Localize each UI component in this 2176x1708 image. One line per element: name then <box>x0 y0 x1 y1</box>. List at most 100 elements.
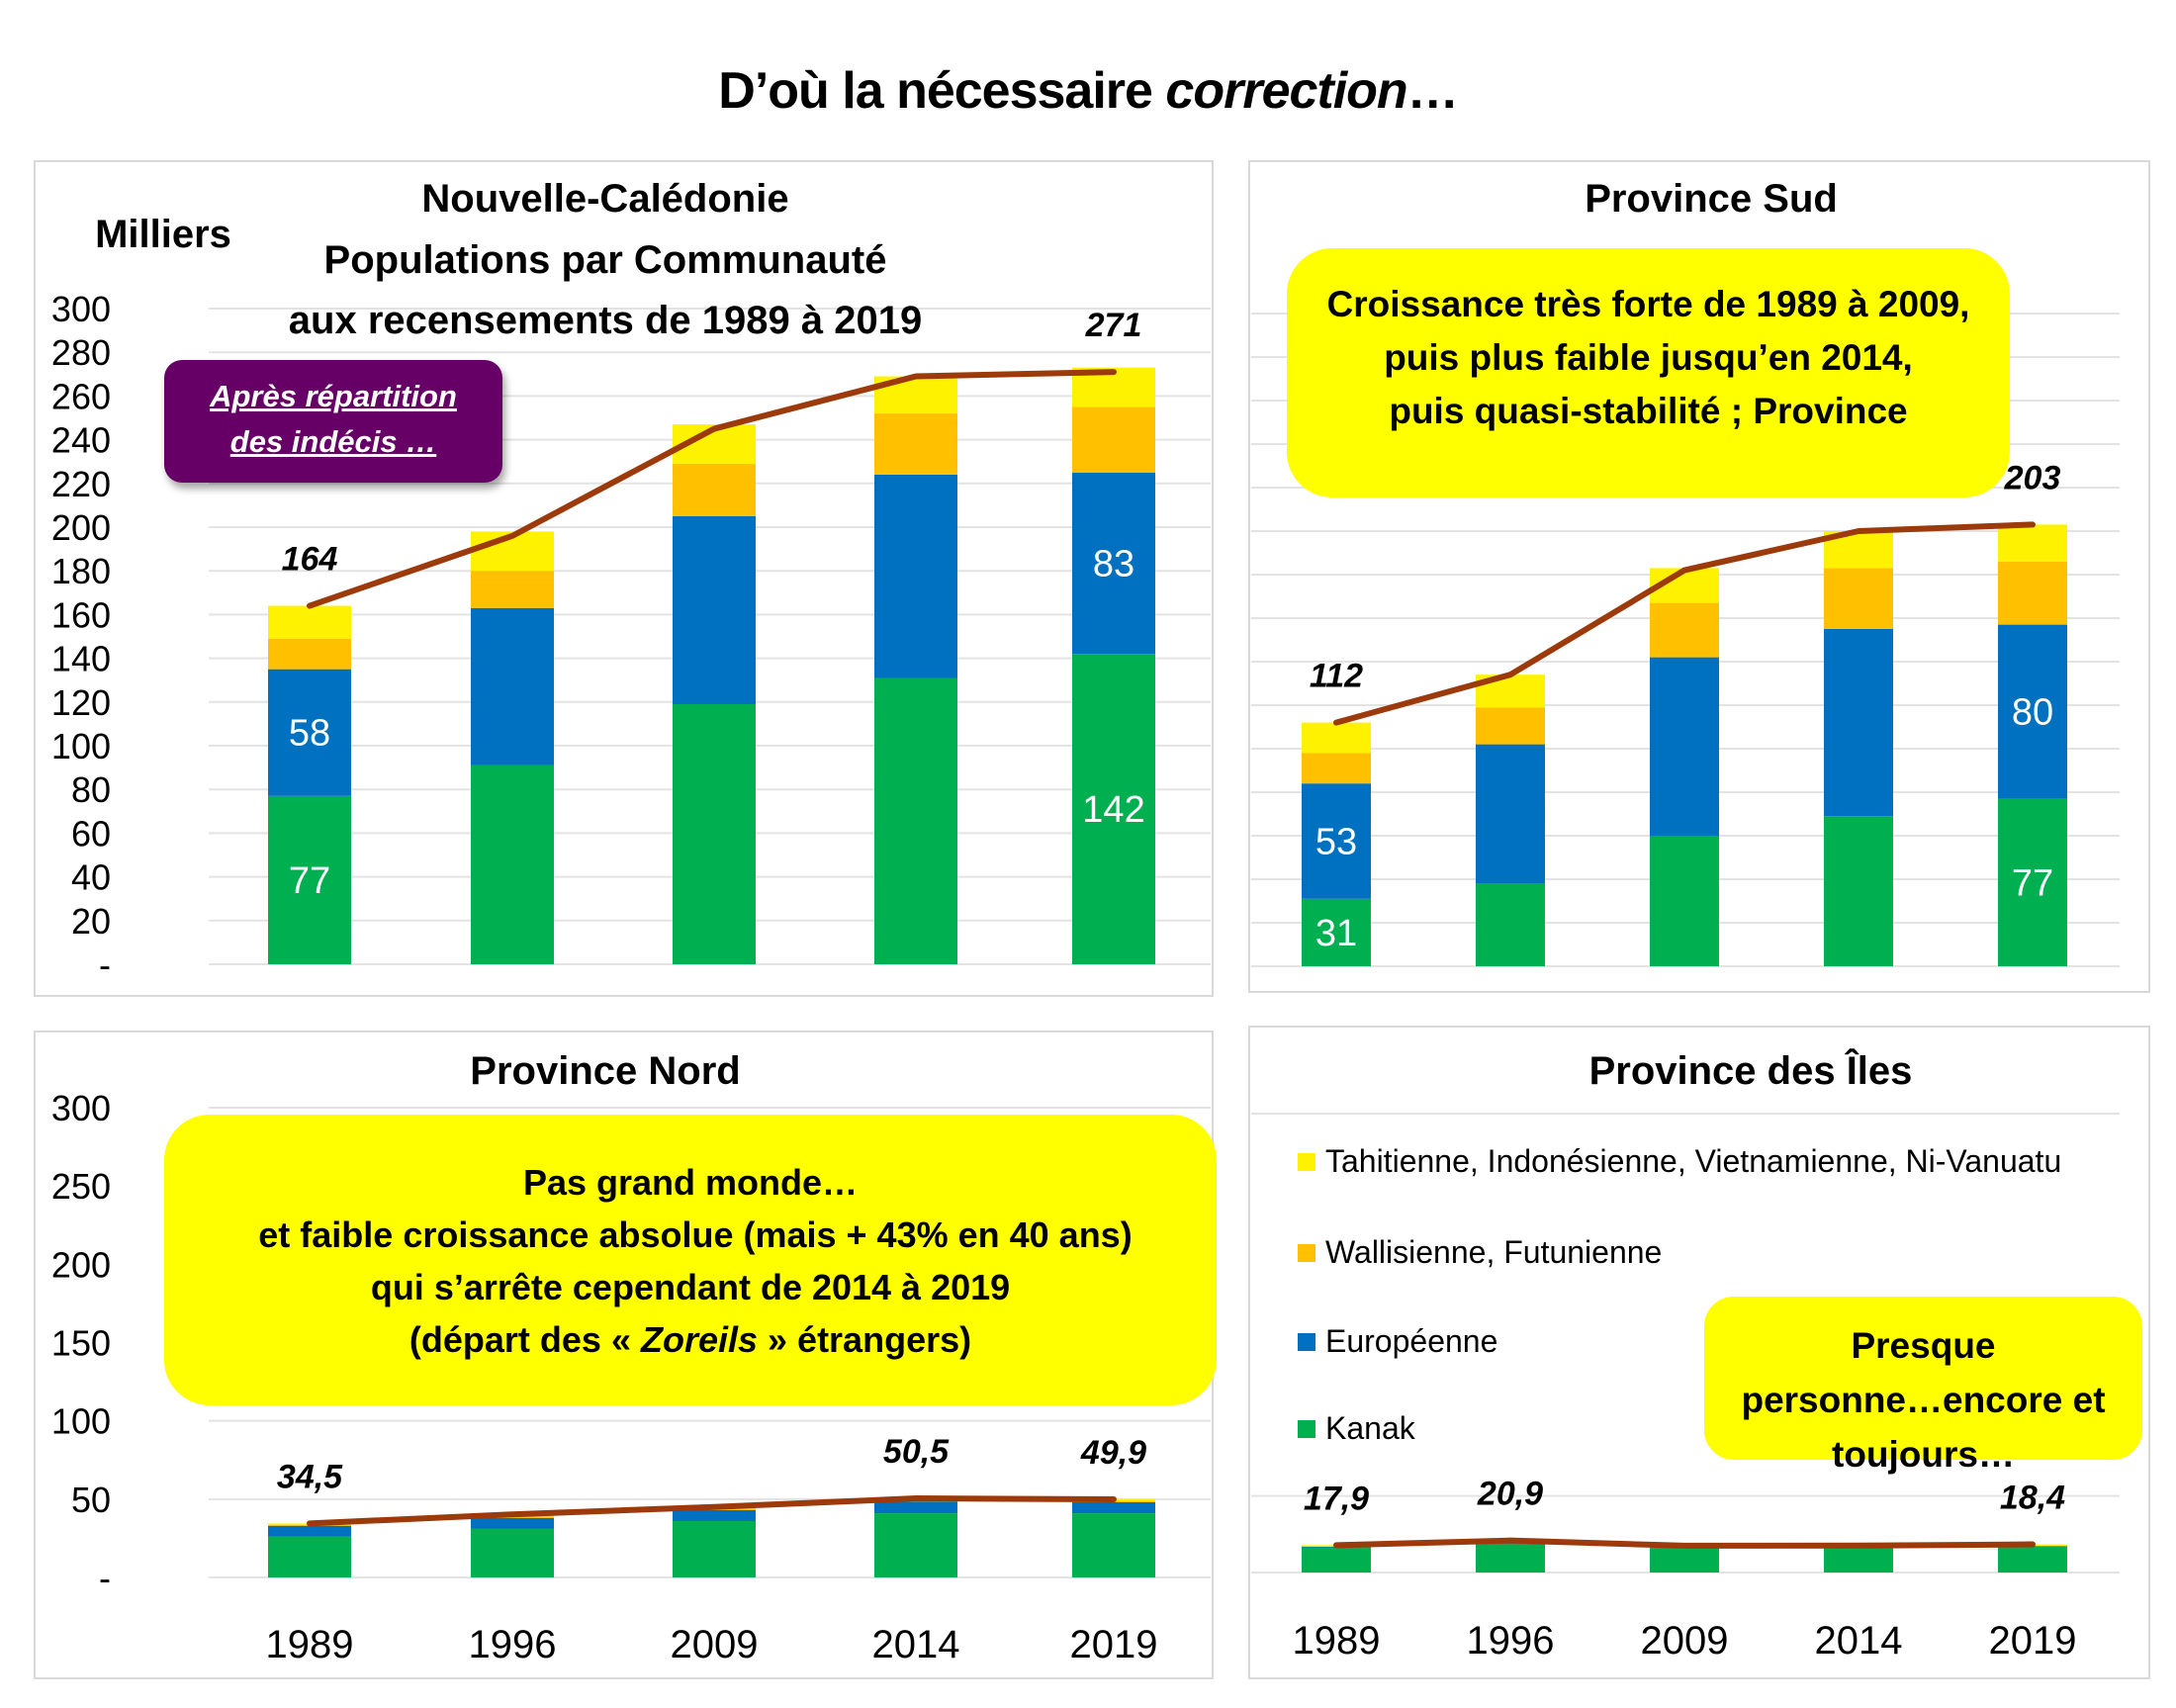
y-tick-label: 100 <box>51 726 111 766</box>
legend-swatch-tahitienne <box>1298 1153 1315 1171</box>
y-axis-label: Milliers <box>95 213 231 256</box>
bar-wallisienne-1989 <box>1302 753 1371 784</box>
note-iles-line: toujours… <box>1832 1434 2015 1475</box>
bar-wallisienne-2014 <box>874 413 957 475</box>
y-tick-label: 40 <box>71 857 111 898</box>
bar-wallisienne-1996 <box>471 571 554 608</box>
y-tick-label: 260 <box>51 376 111 416</box>
bar-kanak-2009 <box>1650 1547 1719 1573</box>
x-tick-label: 1996 <box>1467 1619 1555 1663</box>
note-nord: Pas grand monde… et faible croissance ab… <box>164 1115 1217 1405</box>
bar-kanak-2019 <box>1072 654 1155 964</box>
panel-title: Province Nord <box>470 1049 740 1093</box>
y-tick-label: 160 <box>51 594 111 635</box>
title-suffix: … <box>1406 62 1459 120</box>
segment-value-label: 77 <box>289 860 330 902</box>
segment-value-label: 53 <box>1315 822 1357 863</box>
legend-label: Tahitienne, Indonésienne, Vietnamienne, … <box>1325 1143 2061 1179</box>
bar-kanak-2009 <box>673 1521 756 1577</box>
total-value-label: 112 <box>1310 658 1363 695</box>
total-value-label: 18,4 <box>2000 1480 2065 1517</box>
title-italic: correction <box>1165 62 1407 120</box>
note-nord-italic: Zoreils <box>640 1319 759 1360</box>
legend-label: Wallisienne, Futunienne <box>1325 1234 1662 1270</box>
bar-kanak-2009 <box>1650 836 1719 966</box>
bar-kanak-2019 <box>1072 1513 1155 1577</box>
total-value-label: 17,9 <box>1304 1480 1369 1517</box>
bar-kanak-2019 <box>1998 1547 2067 1573</box>
note-nord-after: » étrangers) <box>758 1319 972 1360</box>
bar-wallisienne-2014 <box>1824 568 1893 629</box>
y-tick-label: - <box>99 944 111 985</box>
bar-europeenne-2019 <box>1998 624 2067 799</box>
bar-europeenne-2019 <box>1072 1502 1155 1514</box>
bar-europeenne-2014 <box>874 474 957 678</box>
bar-kanak-1996 <box>471 764 554 964</box>
bar-kanak-1989 <box>268 1536 351 1577</box>
note-nord-line: qui s’arrête cependant de 2014 à 2019 <box>370 1267 1011 1307</box>
note-sud: Croissance très forte de 1989 à 2009, pu… <box>1287 248 2010 497</box>
bar-europeenne-2009 <box>673 1509 756 1521</box>
bar-kanak-2014 <box>1824 1547 1893 1573</box>
total-line-nc <box>307 369 1117 609</box>
bar-europeenne-1989 <box>268 1525 351 1537</box>
x-tick-label: 2014 <box>872 1623 960 1666</box>
y-tick-label: - <box>99 1558 111 1598</box>
segment-value-label: 80 <box>2012 692 2053 734</box>
y-tick-label: 100 <box>51 1401 111 1442</box>
total-line-sud <box>1333 521 2036 726</box>
bar-kanak-2009 <box>673 704 756 964</box>
bar-wallisienne-1996 <box>471 1516 554 1518</box>
bar-kanak-2014 <box>874 1513 957 1577</box>
note-sud-line: puis plus faible jusqu’en 2014, <box>1384 337 1913 378</box>
x-tick-label: 1989 <box>266 1623 354 1666</box>
panel-title: Nouvelle-Calédonie <box>421 177 788 221</box>
bar-tahitienne-2019 <box>1998 524 2067 562</box>
x-tick-label: 2014 <box>1815 1619 1903 1663</box>
panel-title: Populations par Communauté <box>324 238 887 282</box>
bar-kanak-2014 <box>1824 816 1893 966</box>
legend-swatch-europeenne <box>1298 1333 1315 1351</box>
total-value-label: 271 <box>1085 307 1142 344</box>
bar-europeenne-1989 <box>1302 783 1371 899</box>
legend-swatch-wallisienne <box>1298 1244 1315 1262</box>
segment-value-label: 77 <box>2012 862 2053 904</box>
y-tick-label: 250 <box>51 1166 111 1207</box>
total-value-label: 203 <box>2004 459 2061 496</box>
x-tick-label: 2019 <box>1070 1623 1158 1666</box>
bar-kanak-1996 <box>1476 1543 1545 1573</box>
legend-label: Kanak <box>1325 1410 1416 1446</box>
total-value-label: 34,5 <box>277 1458 343 1495</box>
x-tick-label: 2019 <box>1989 1619 2077 1663</box>
bar-kanak-1989 <box>1302 1547 1371 1573</box>
bar-europeenne-1996 <box>471 1517 554 1529</box>
panel-title: Province des Îles <box>1589 1047 1913 1093</box>
bar-kanak-1989 <box>1302 898 1371 966</box>
bar-wallisienne-1996 <box>1476 707 1545 745</box>
legend-swatch-kanak <box>1298 1420 1315 1438</box>
bar-wallisienne-1989 <box>268 638 351 670</box>
note-nord-line: et faible croissance absolue (mais + 43%… <box>248 1214 1133 1255</box>
note-nc-line: Après répartition <box>210 379 457 413</box>
y-tick-label: 200 <box>51 1244 111 1285</box>
note-nc: Après répartition des indécis … <box>164 360 502 483</box>
y-tick-label: 20 <box>71 901 111 942</box>
bar-wallisienne-2009 <box>1650 602 1719 658</box>
note-iles-line: personne…encore et <box>1741 1380 2106 1420</box>
y-tick-label: 80 <box>71 769 111 810</box>
page-title: D’où la nécessaire correction… <box>0 61 2176 121</box>
y-tick-label: 220 <box>51 464 111 504</box>
bar-kanak-1989 <box>268 795 351 964</box>
panel-title: aux recensements de 1989 à 2019 <box>289 299 922 342</box>
title-prefix: D’où la nécessaire <box>718 62 1166 120</box>
y-tick-label: 180 <box>51 551 111 591</box>
bar-europeenne-2014 <box>874 1501 957 1514</box>
y-tick-label: 240 <box>51 420 111 461</box>
bar-kanak-1996 <box>471 1528 554 1577</box>
total-line-nord <box>307 1495 1117 1527</box>
x-tick-label: 2009 <box>671 1623 759 1666</box>
note-sud-line: puis quasi-stabilité ; Province <box>1389 391 1908 431</box>
bar-tahitienne-1989 <box>268 605 351 639</box>
bar-europeenne-2009 <box>1650 657 1719 836</box>
y-tick-label: 50 <box>71 1480 111 1520</box>
